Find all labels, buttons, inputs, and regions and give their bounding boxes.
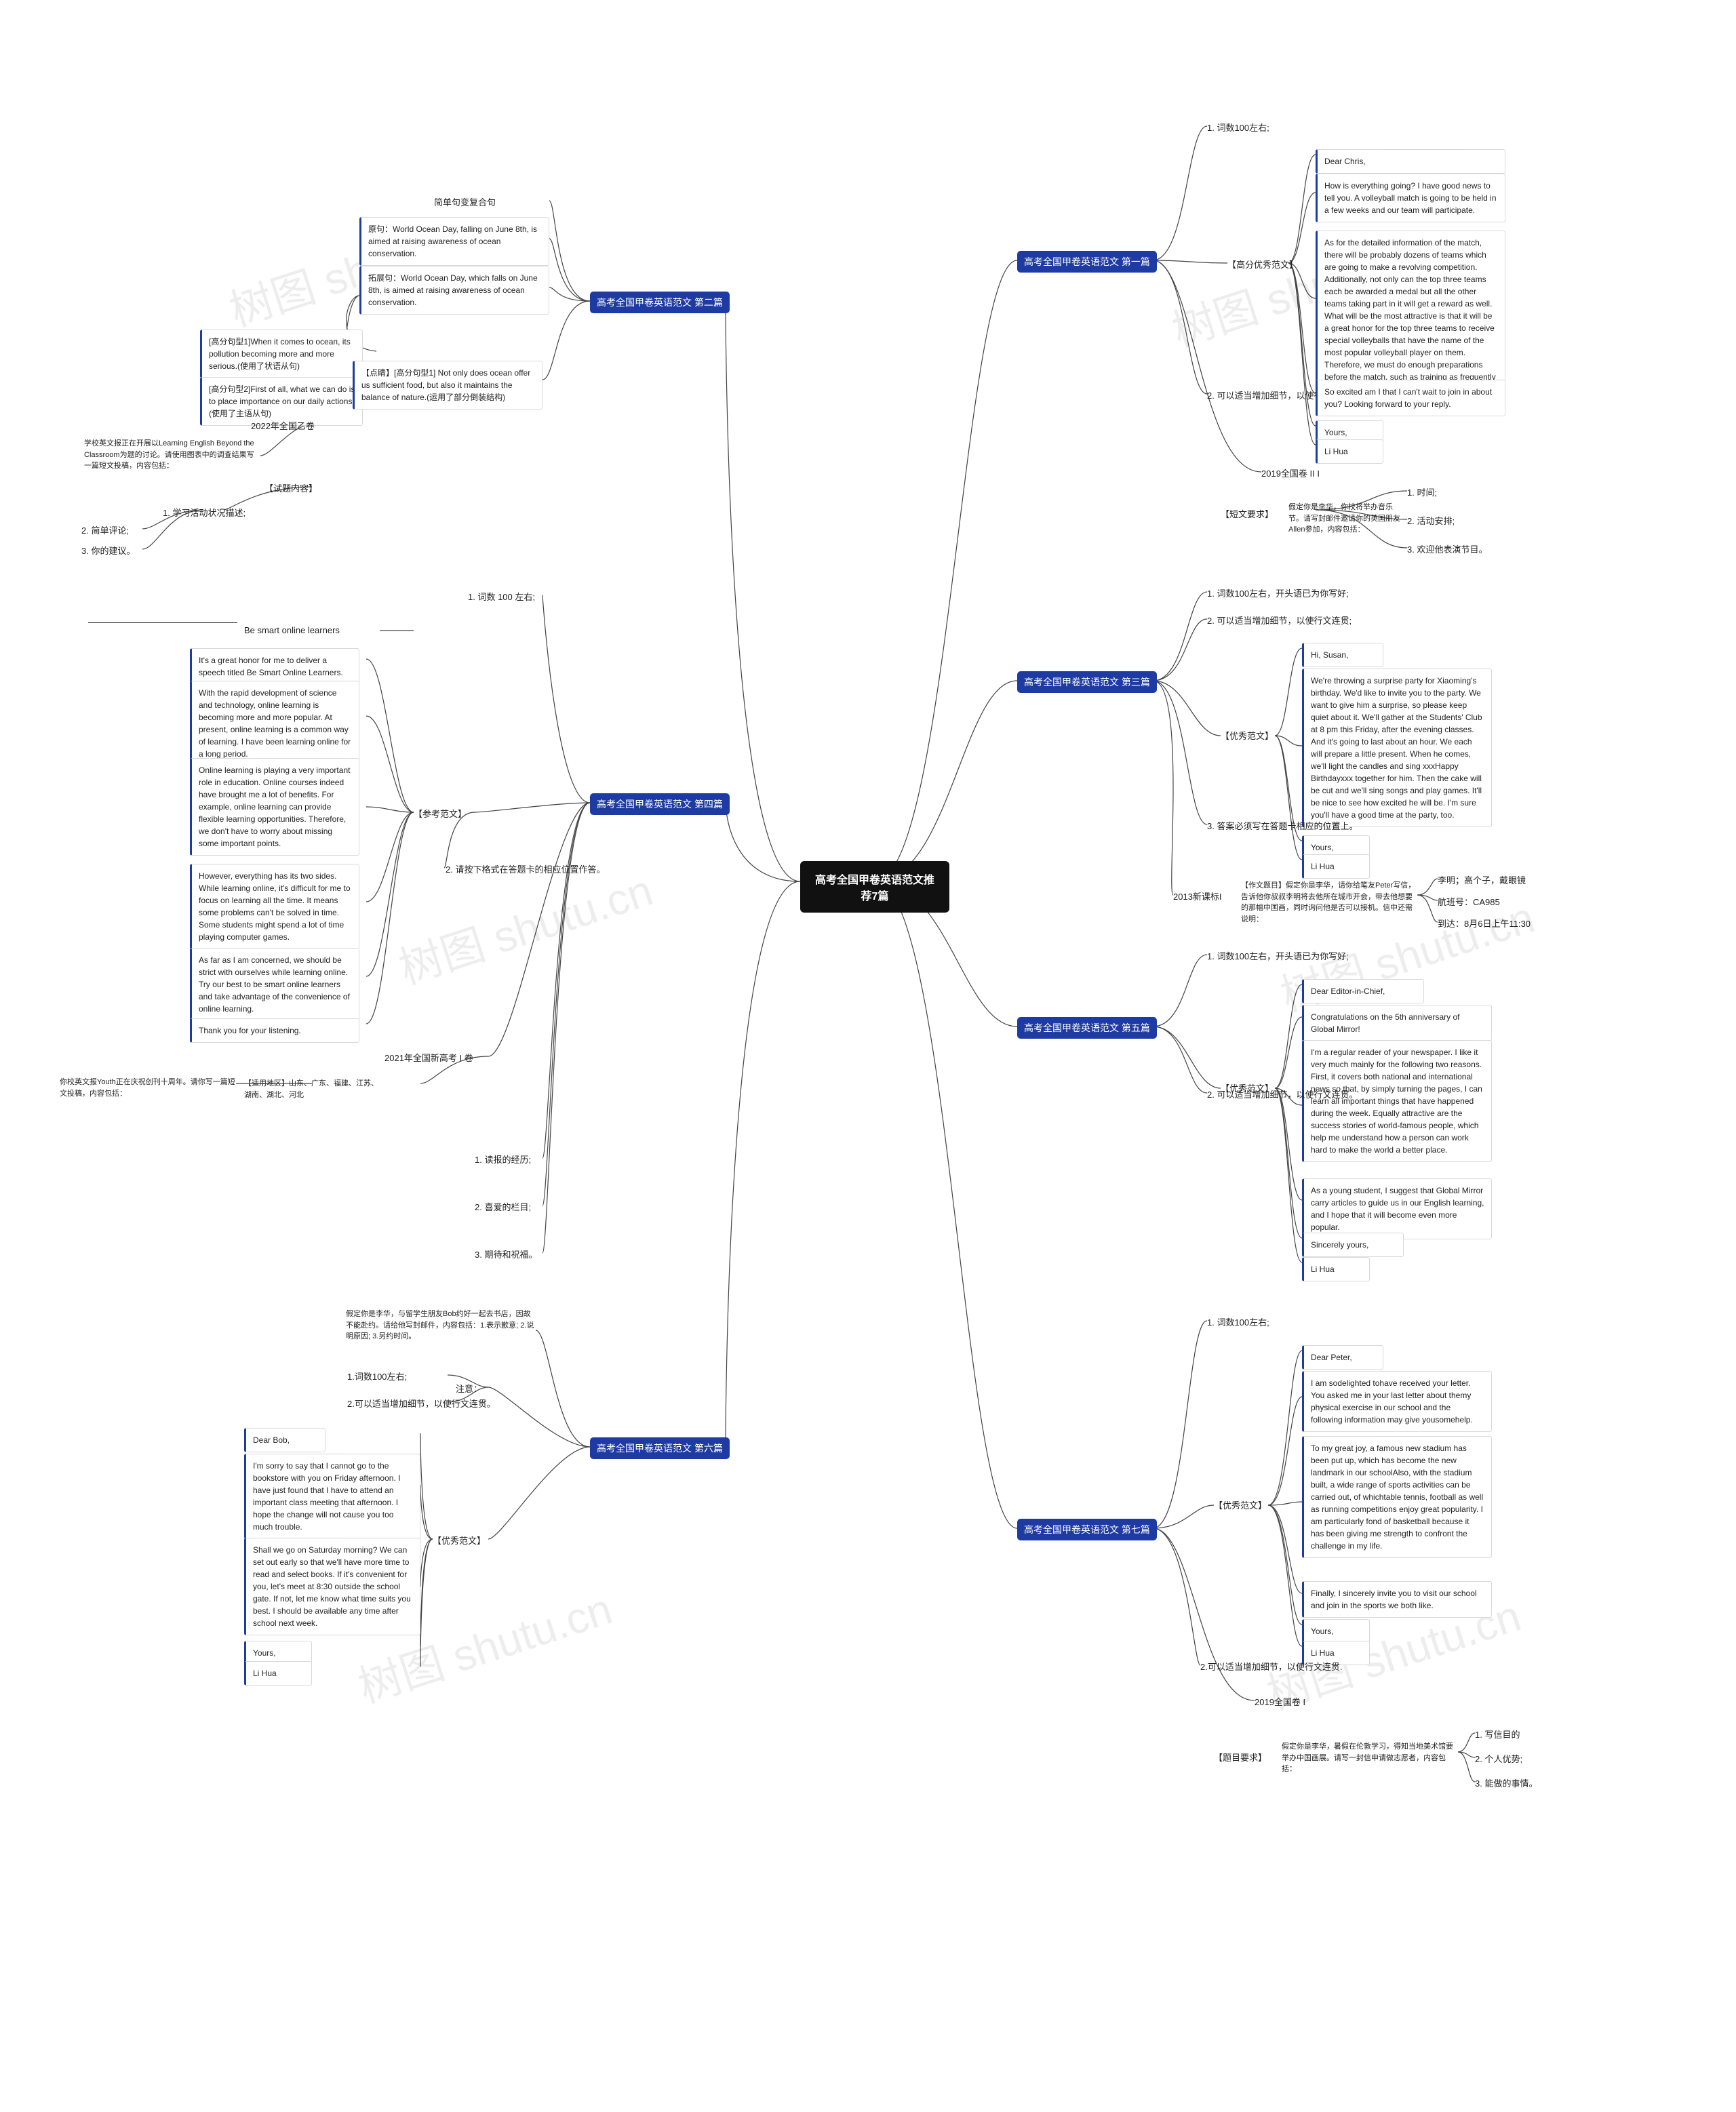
c4-para: With the rapid development of science an… bbox=[190, 681, 359, 766]
c6-sub: 1.词数100左右; bbox=[347, 1370, 407, 1382]
c7-sub: 1. 写信目的 bbox=[1475, 1728, 1520, 1740]
c3-smooth: 2. 可以适当增加细节，以使行文连贯; bbox=[1207, 614, 1352, 626]
c7-para: To my great joy, a famous new stadium ha… bbox=[1302, 1436, 1492, 1558]
c4-para: Thank you for your listening. bbox=[190, 1018, 359, 1043]
c4-region: 【适用地区】山东、广东、福建、江苏、湖南、湖北、河北 bbox=[244, 1078, 380, 1100]
c3-sub: 航班号：CA985 bbox=[1438, 895, 1500, 908]
c3-branch: 【优秀范文】 bbox=[1221, 729, 1274, 742]
c2-para6: 学校英文报正在开展以Learning English Beyond the Cl… bbox=[84, 438, 260, 472]
c4-sub: 2. 喜爱的栏目; bbox=[475, 1200, 531, 1213]
c3-after: 3. 答案必须写在答题卡相应的位置上。 bbox=[1207, 819, 1358, 832]
c1-para: Dear Chris, bbox=[1316, 149, 1505, 174]
c2-sub: 1. 学习活动状况描述; bbox=[163, 506, 245, 519]
c1-task-label: 【短文要求】 bbox=[1221, 507, 1274, 520]
chapter-7[interactable]: 高考全国甲卷英语范文 第七篇 bbox=[1017, 1519, 1157, 1540]
c4-besmart: Be smart online learners bbox=[244, 625, 340, 635]
c2-sub: 3. 你的建议。 bbox=[81, 544, 135, 557]
c7-para: Finally, I sincerely invite you to visit… bbox=[1302, 1581, 1492, 1618]
c6-notice: 注意： bbox=[456, 1382, 482, 1395]
c4-sub: 1. 读报的经历; bbox=[475, 1153, 531, 1165]
c7-para: Dear Peter, bbox=[1302, 1345, 1383, 1370]
c1-sub: 3. 欢迎他表演节目。 bbox=[1407, 542, 1487, 555]
c6-sub: 2.可以适当增加细节，以使行文连贯。 bbox=[347, 1397, 496, 1410]
c3-task: 【作文题目】假定你是李华，请你给笔友Peter写信，告诉他你叔叔李明将去他所在城… bbox=[1241, 880, 1417, 925]
mindmap-canvas: 树图 shutu.cn 树图 shutu.cn 树图 shutu.cn 树图 s… bbox=[0, 0, 1736, 2112]
divider bbox=[88, 622, 237, 623]
c3-year: 2013新课标I bbox=[1173, 890, 1222, 902]
c2-para: 【点睛】[高分句型1] Not only does ocean offer us… bbox=[353, 361, 542, 410]
c1-para: Li Hua bbox=[1316, 439, 1383, 464]
c5-para: Congratulations on the 5th anniversary o… bbox=[1302, 1005, 1492, 1041]
c4-sub: 3. 期待和祝福。 bbox=[475, 1248, 537, 1260]
c3-para: We're throwing a surprise party for Xiao… bbox=[1302, 669, 1492, 827]
c3-para: Li Hua bbox=[1302, 854, 1370, 879]
c1-para: So excited am I that I can't wait to joi… bbox=[1316, 380, 1505, 416]
c5-para: Sincerely yours, bbox=[1302, 1233, 1404, 1257]
c7-task-label: 【题目要求】 bbox=[1214, 1751, 1267, 1764]
c4-para: As far as I am concerned, we should be s… bbox=[190, 948, 359, 1021]
chapter-2[interactable]: 高考全国甲卷英语范文 第二篇 bbox=[590, 292, 730, 313]
c3-count: 1. 词数100左右，开头语已为你写好; bbox=[1207, 586, 1349, 599]
c5-para: Li Hua bbox=[1302, 1257, 1370, 1281]
c2-para: 拓展句：World Ocean Day, which falls on June… bbox=[359, 266, 549, 315]
c4-short: 你校英文报Youth正在庆祝创刊十周年。请你写一篇短文投稿，内容包括： bbox=[60, 1077, 236, 1099]
c5-smooth: 2. 可以适当增加细节，以使行文连贯。 bbox=[1207, 1088, 1358, 1100]
c6-para: Shall we go on Saturday morning? We can … bbox=[244, 1538, 420, 1635]
c2-task: 【试题内容】 bbox=[264, 481, 317, 494]
c1-sub: 1. 时间; bbox=[1407, 485, 1437, 498]
chapter-3[interactable]: 高考全国甲卷英语范文 第三篇 bbox=[1017, 671, 1157, 693]
c1-sub: 2. 活动安排; bbox=[1407, 514, 1455, 527]
c7-year: 2019全国卷 I bbox=[1255, 1695, 1305, 1708]
c3-sub: 到达：8月6日上午11:30 bbox=[1438, 917, 1531, 930]
chapter-4[interactable]: 高考全国甲卷英语范文 第四篇 bbox=[590, 793, 730, 815]
chapter-5[interactable]: 高考全国甲卷英语范文 第五篇 bbox=[1017, 1017, 1157, 1039]
c6-task: 假定你是李华，与留学生朋友Bob约好一起去书店，因故不能赴约。请给他写封邮件，内… bbox=[346, 1309, 536, 1342]
c2-year: 2022年全国乙卷 bbox=[251, 419, 315, 432]
c4-year: 2021年全国新高考 I 卷 bbox=[384, 1051, 473, 1064]
c1-task: 假定你是李华，你校将举办音乐节。请写封邮件邀请你的英国朋友Allen参加，内容包… bbox=[1288, 502, 1404, 536]
c2-para: 原句：World Ocean Day, falling on June 8th,… bbox=[359, 217, 549, 266]
c7-sub: 2. 个人优势; bbox=[1475, 1752, 1522, 1765]
c7-para: I am sodelighted tohave received your le… bbox=[1302, 1371, 1492, 1432]
c7-smooth: 2.可以适当增加细节，以使行文连贯. bbox=[1200, 1660, 1342, 1673]
c5-para: I'm a regular reader of your newspaper. … bbox=[1302, 1040, 1492, 1162]
c4-para: However, everything has its two sides. W… bbox=[190, 864, 359, 949]
c6-para: Li Hua bbox=[244, 1661, 312, 1686]
root-node[interactable]: 高考全国甲卷英语范文推荐7篇 bbox=[800, 861, 949, 913]
c3-sub: 李明；高个子，戴眼镜 bbox=[1438, 873, 1526, 886]
c7-sub: 3. 能做的事情。 bbox=[1475, 1776, 1537, 1789]
c2-sub: 2. 简单评论; bbox=[81, 523, 129, 536]
c1-para: How is everything going? I have good new… bbox=[1316, 174, 1505, 222]
c4-para: It's a great honor for me to deliver a s… bbox=[190, 648, 359, 685]
c7-branch: 【优秀范文】 bbox=[1214, 1498, 1267, 1511]
c4-branch: 【参考范文】 bbox=[414, 807, 467, 820]
c1-count: 1. 词数100左右; bbox=[1207, 121, 1269, 134]
c7-count: 1. 词数100左右; bbox=[1207, 1315, 1269, 1328]
c4-hint: 2. 请按下格式在答题卡的相应位置作答。 bbox=[446, 862, 605, 875]
c1-para: As for the detailed information of the m… bbox=[1316, 231, 1505, 401]
c3-para: Hi, Susan, bbox=[1302, 643, 1383, 667]
c2-para: [高分句型1]When it comes to ocean, its pollu… bbox=[200, 330, 363, 378]
c2-s1: 简单句变复合句 bbox=[434, 195, 496, 208]
c7-para: Yours, bbox=[1302, 1619, 1370, 1643]
c6-para: I'm sorry to say that I cannot go to the… bbox=[244, 1454, 420, 1539]
c6-branch: 【优秀范文】 bbox=[433, 1534, 486, 1547]
c4-count: 1. 词数 100 左右; bbox=[468, 590, 535, 603]
chapter-1[interactable]: 高考全国甲卷英语范文 第一篇 bbox=[1017, 251, 1157, 273]
watermark: 树图 shutu.cn bbox=[390, 856, 659, 996]
chapter-6[interactable]: 高考全国甲卷英语范文 第六篇 bbox=[590, 1437, 730, 1459]
c5-para: Dear Editor-in-Chief, bbox=[1302, 979, 1424, 1003]
c7-task: 假定你是李华，暑假在伦敦学习，得知当地美术馆要举办中国画展。请写一封信申请做志愿… bbox=[1282, 1741, 1458, 1775]
c1-branch: 【高分优秀范文】 bbox=[1227, 258, 1298, 271]
c4-para: Online learning is playing a very import… bbox=[190, 758, 359, 856]
c5-count: 1. 词数100左右，开头语已为你写好; bbox=[1207, 949, 1349, 962]
c6-para: Dear Bob, bbox=[244, 1428, 326, 1452]
c5-para: As a young student, I suggest that Globa… bbox=[1302, 1178, 1492, 1239]
c1-year: 2019全国卷 II I bbox=[1261, 466, 1320, 479]
